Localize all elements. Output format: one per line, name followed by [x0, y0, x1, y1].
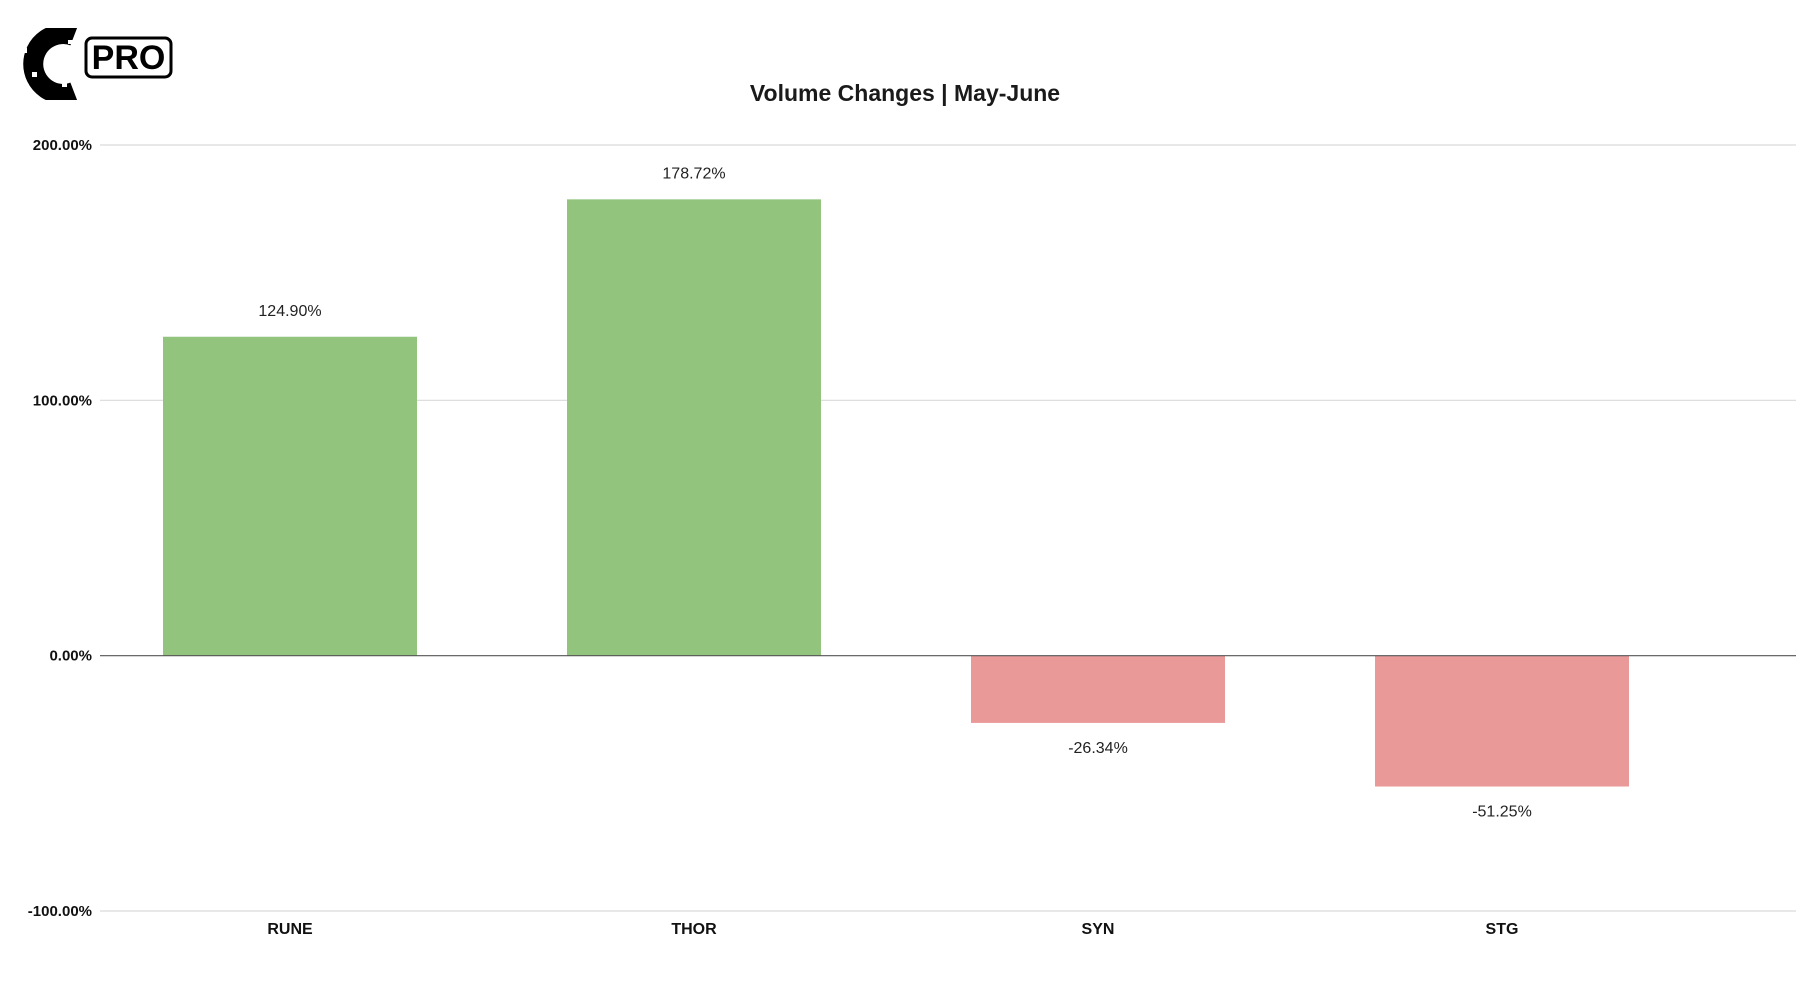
chart-title: Volume Changes | May-June — [750, 80, 1060, 106]
bar-syn — [971, 655, 1225, 723]
pro-badge-text: PRO — [92, 39, 166, 77]
y-tick-label: 200.00% — [33, 137, 92, 154]
x-tick-label-stg: STG — [1486, 921, 1519, 938]
x-axis-ticks: RUNE THOR SYN STG — [267, 921, 1518, 938]
bar-stg — [1375, 655, 1629, 787]
y-tick-label: 100.00% — [33, 392, 92, 409]
data-label-thor: 178.72% — [662, 165, 725, 182]
y-tick-label: -100.00% — [28, 903, 92, 920]
data-label-rune: 124.90% — [258, 303, 321, 320]
data-label-stg: -51.25% — [1472, 804, 1532, 821]
data-label-syn: -26.34% — [1068, 740, 1128, 757]
brand-logo-svg: PRO — [21, 24, 173, 104]
bar-thor — [567, 199, 821, 656]
brand-logo: PRO — [18, 24, 203, 104]
bars — [163, 199, 1629, 787]
x-tick-label-rune: RUNE — [267, 921, 313, 938]
data-labels: 124.90% 178.72% -26.34% -51.25% — [258, 165, 1531, 820]
y-axis-ticks: 200.00% 100.00% 0.00% -100.00% — [28, 137, 92, 920]
pro-badge: PRO — [84, 36, 173, 79]
logo-c-icon — [21, 24, 78, 104]
y-tick-label: 0.00% — [49, 648, 92, 665]
x-tick-label-syn: SYN — [1082, 921, 1115, 938]
x-tick-label-thor: THOR — [671, 921, 717, 938]
bar-rune — [163, 336, 417, 656]
